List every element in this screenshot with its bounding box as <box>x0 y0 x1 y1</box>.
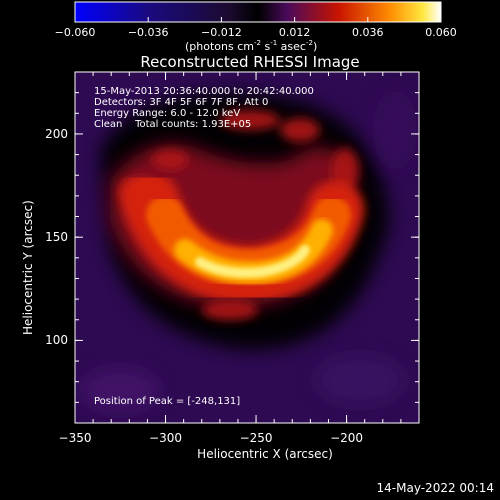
colorbar-tick-label: −0.036 <box>127 26 169 39</box>
y-axis-label: Heliocentric Y (arcsec) <box>21 200 35 335</box>
y-tick-label: 200 <box>45 126 68 141</box>
x-tick-label: −250 <box>239 431 273 445</box>
y-tick-label: 150 <box>45 230 68 245</box>
colorbar <box>74 1 442 23</box>
x-axis-label: Heliocentric X (arcsec) <box>197 447 333 461</box>
source-arc-core <box>195 245 310 278</box>
background-patch <box>373 90 417 170</box>
x-tick-label: −350 <box>58 431 92 445</box>
y-tick-label: 100 <box>45 333 68 348</box>
plot-frame <box>74 71 420 424</box>
colorbar-tick-label: 0.060 <box>425 26 457 39</box>
colorbar-gradient <box>74 1 442 23</box>
footer-timestamp: 14-May-2022 00:14 <box>376 481 494 495</box>
rhessi-image <box>75 72 419 423</box>
x-tick-label: −300 <box>149 431 182 445</box>
annotation-time-range: 15-May-2013 20:36:40.000 to 20:42:40.000 <box>94 86 314 97</box>
annotation-energy-range: Energy Range: 6.0 - 12.0 keV <box>94 108 241 119</box>
plot-title: Reconstructed RHESSI Image <box>140 53 360 71</box>
annotation-clean-counts: Clean Total counts: 1.93E+05 <box>94 119 252 130</box>
colorbar-tick-label: 0.012 <box>278 26 311 39</box>
background-patch <box>80 368 160 412</box>
colorbar-tick-label: 0.036 <box>352 26 384 39</box>
annotation-peak-position: Position of Peak = [-248,131] <box>94 396 241 407</box>
x-tick-label: −200 <box>330 431 364 445</box>
colorbar-tick-label: −0.060 <box>54 26 96 39</box>
colorbar-unit-label: (photons cm-2 s-1 asec-2) <box>185 39 318 53</box>
background-patch <box>315 355 405 405</box>
annotation-detectors: Detectors: 3F 4F 5F 6F 7F 8F, Att 0 <box>94 97 269 108</box>
colorbar-tick-label: −0.012 <box>201 26 242 39</box>
